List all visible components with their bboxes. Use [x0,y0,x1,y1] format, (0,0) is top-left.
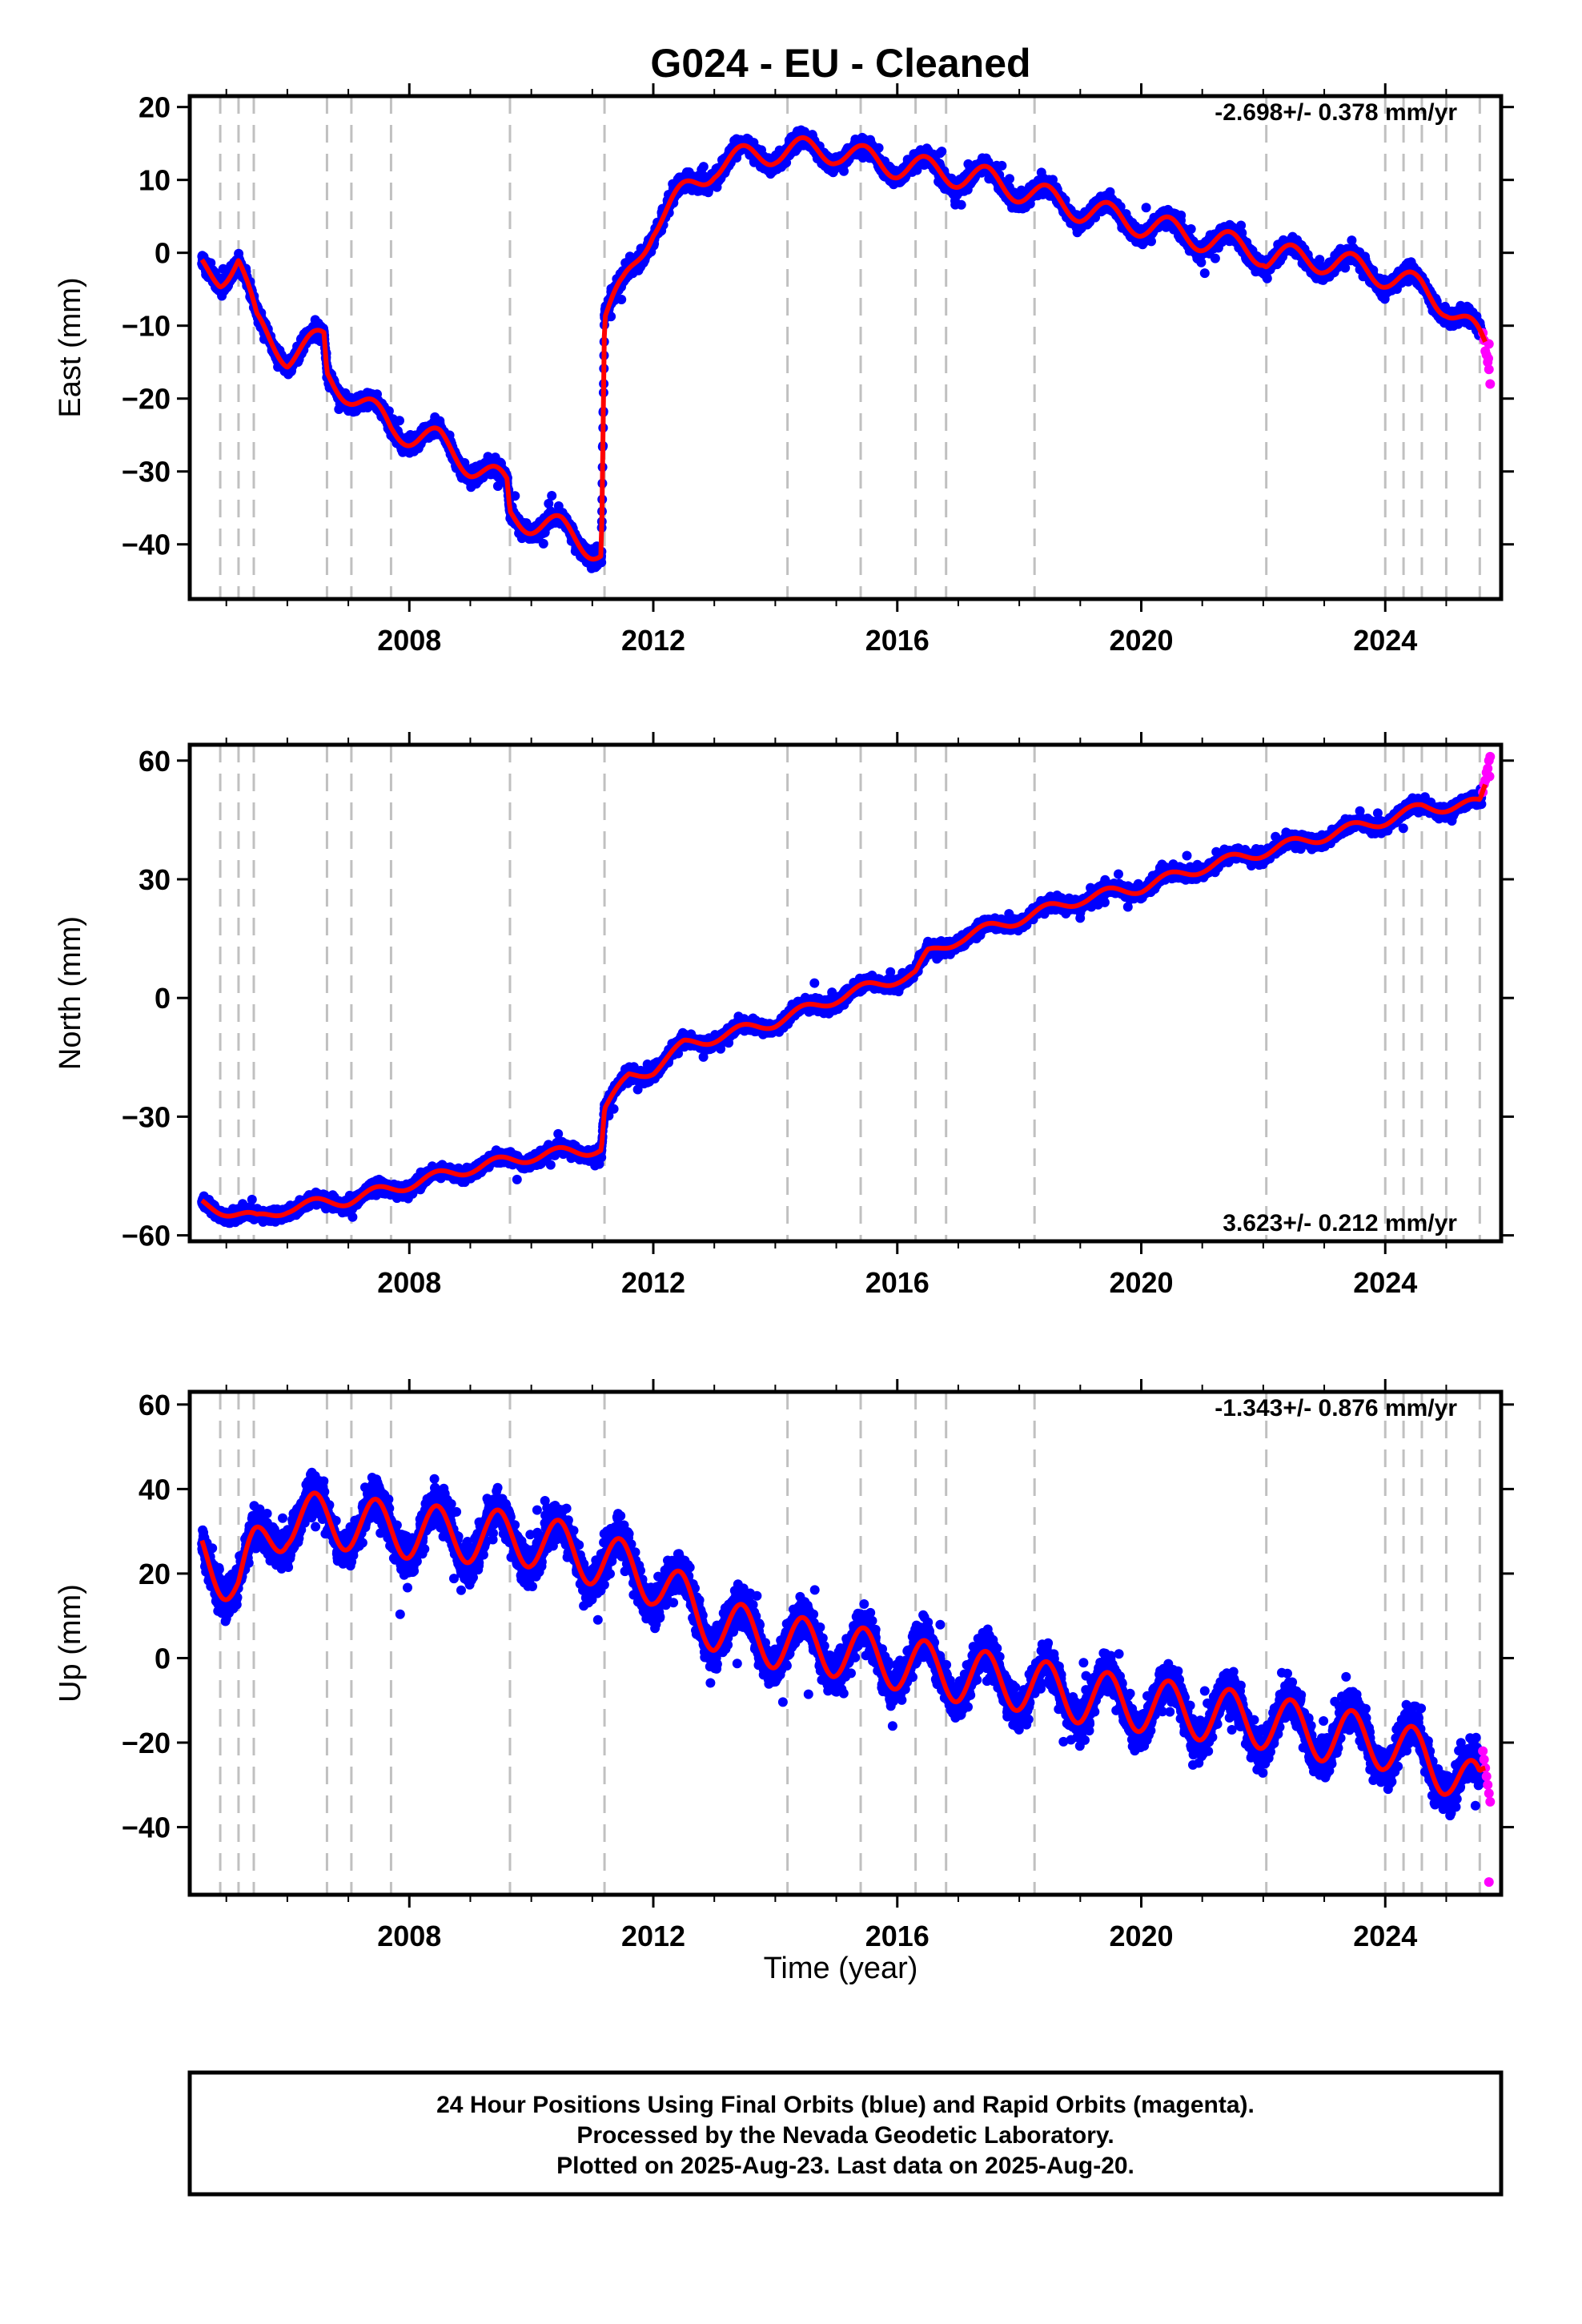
data-point [937,147,947,157]
data-point [698,162,709,172]
chart-title: G024 - EU - Cleaned [650,41,1030,86]
plot-area [197,96,1496,599]
data-point [616,295,627,304]
data-point [997,160,1007,171]
data-point [873,143,884,153]
data-point [547,491,557,501]
data-point [510,491,520,501]
data-point [956,199,966,210]
data-point [1005,174,1014,184]
east-panel: 2008 2012 2016 2020 2024−40−30−20−1001020Eas… [54,83,1514,657]
data-point [839,166,849,176]
data-point [538,538,548,549]
data-point [395,416,404,426]
